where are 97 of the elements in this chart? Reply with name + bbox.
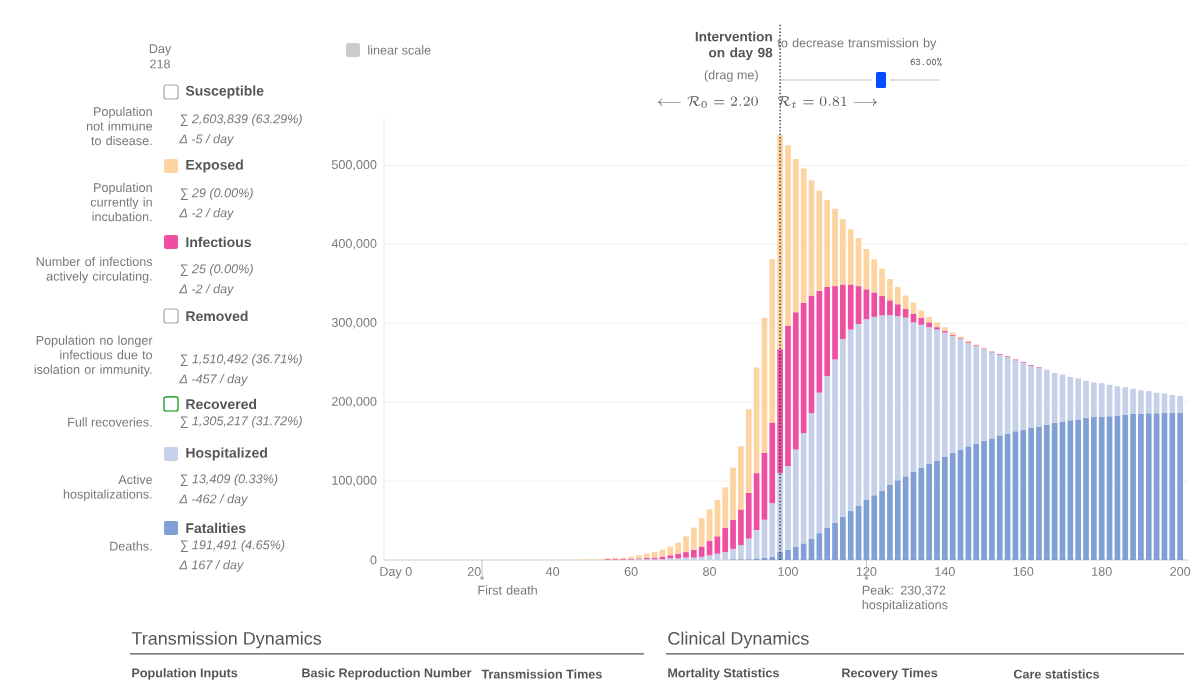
bar xyxy=(1145,413,1152,560)
bar xyxy=(714,536,721,554)
bar xyxy=(981,349,987,441)
bar xyxy=(1075,378,1082,420)
bar xyxy=(1098,383,1105,418)
bar xyxy=(934,322,940,328)
bar xyxy=(651,552,658,558)
bar xyxy=(690,549,697,558)
bar xyxy=(1169,395,1176,413)
bar xyxy=(1028,365,1034,428)
bar xyxy=(1091,417,1097,560)
bar xyxy=(902,308,909,318)
bar xyxy=(675,542,681,554)
bar xyxy=(1138,390,1144,414)
bar xyxy=(1043,425,1050,560)
bar xyxy=(1020,362,1027,430)
bar xyxy=(965,342,972,447)
bar xyxy=(918,324,925,468)
bar xyxy=(934,329,940,461)
text: Clinical Dynamics xyxy=(668,631,809,649)
bar xyxy=(996,354,1003,436)
bar xyxy=(1067,376,1074,421)
bar xyxy=(894,286,901,305)
bar xyxy=(1114,386,1121,416)
bar xyxy=(1083,380,1089,418)
bar xyxy=(894,304,901,317)
bar xyxy=(1036,426,1042,560)
bar xyxy=(1145,391,1152,414)
bar xyxy=(887,300,893,316)
bar xyxy=(879,295,885,316)
bar xyxy=(1177,395,1183,413)
bar xyxy=(722,527,729,553)
bar xyxy=(926,316,932,323)
bar xyxy=(1177,412,1183,560)
bar xyxy=(800,543,807,560)
bar xyxy=(1091,382,1097,418)
bar xyxy=(847,511,854,560)
bar xyxy=(918,310,925,318)
bar xyxy=(926,327,932,464)
bar xyxy=(934,460,940,560)
bar xyxy=(894,316,901,481)
bar xyxy=(871,316,878,496)
bar xyxy=(738,544,744,560)
bar xyxy=(824,527,831,560)
bar xyxy=(730,548,736,560)
bar xyxy=(667,546,674,556)
bar xyxy=(792,546,799,560)
bar xyxy=(887,315,893,485)
bar xyxy=(1067,420,1074,560)
bar xyxy=(722,552,729,560)
bar xyxy=(879,490,885,560)
bar xyxy=(785,549,791,560)
text: Transmission Dynamics xyxy=(131,631,322,649)
bar xyxy=(1130,388,1136,414)
bar xyxy=(683,552,689,558)
bar xyxy=(989,438,995,560)
bar xyxy=(683,536,689,553)
bar xyxy=(832,522,838,560)
bar xyxy=(941,456,948,560)
bar xyxy=(1083,417,1089,560)
bar xyxy=(1020,429,1027,560)
bar xyxy=(745,538,752,560)
bar xyxy=(1098,417,1105,560)
bar xyxy=(816,533,823,560)
bar xyxy=(887,484,893,560)
bar xyxy=(871,292,878,317)
bar xyxy=(1122,387,1129,415)
text: $\mathcal{R}_t = 0.81 \longrightarrow$ xyxy=(777,96,877,108)
bar xyxy=(1028,427,1034,560)
bar xyxy=(840,338,846,517)
bar xyxy=(926,322,932,328)
bar xyxy=(698,546,705,557)
bar xyxy=(894,480,901,560)
bar xyxy=(973,443,980,560)
bar xyxy=(949,335,956,453)
bar xyxy=(973,346,980,444)
bar xyxy=(879,315,885,491)
bar xyxy=(996,435,1003,560)
bar xyxy=(1043,369,1050,426)
bar xyxy=(926,463,932,560)
bar xyxy=(918,467,925,560)
text: $\longleftarrow \mathcal{R}_0 = 2.20$ xyxy=(657,96,758,108)
bar xyxy=(1122,414,1129,560)
bar xyxy=(989,352,995,439)
bar xyxy=(1138,413,1144,560)
bar xyxy=(1036,368,1042,427)
bar xyxy=(1075,419,1082,560)
bar xyxy=(949,452,956,560)
bar xyxy=(1130,413,1136,560)
bar xyxy=(918,317,925,325)
bar xyxy=(941,332,948,457)
bar xyxy=(871,495,878,560)
bar xyxy=(840,516,846,560)
bar xyxy=(1169,412,1176,560)
bar xyxy=(981,440,987,560)
bar xyxy=(847,329,854,512)
bar xyxy=(832,208,838,287)
